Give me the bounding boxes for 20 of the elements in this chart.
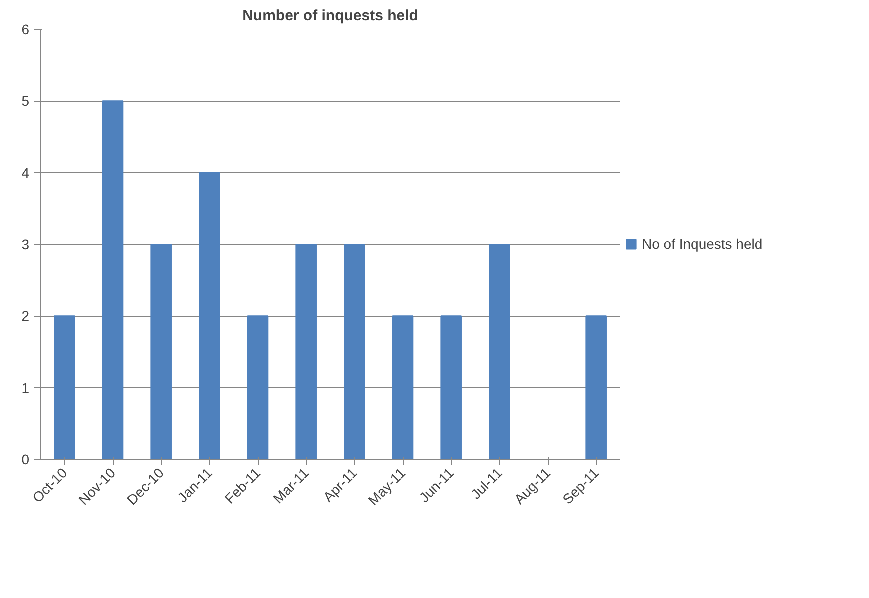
legend-label: No of Inquests held [642,236,763,252]
bar [586,316,607,460]
bar [150,244,172,460]
bar [392,316,414,460]
bar [344,244,366,460]
y-tick-label: 4 [22,164,30,181]
y-tick-label: 3 [22,236,30,252]
y-tick-label: 0 [22,452,30,468]
bar [440,316,462,460]
y-tick-label: 1 [22,380,30,396]
bar [102,100,124,460]
y-tick-label: 2 [22,308,30,324]
bar [296,244,317,460]
y-tick-label: 5 [22,93,30,110]
bar [247,316,269,460]
bar [54,316,76,460]
bar [199,172,220,460]
chart-title: Number of inquests held [242,8,418,24]
y-tick-label: 6 [22,22,30,38]
bar [489,244,510,460]
